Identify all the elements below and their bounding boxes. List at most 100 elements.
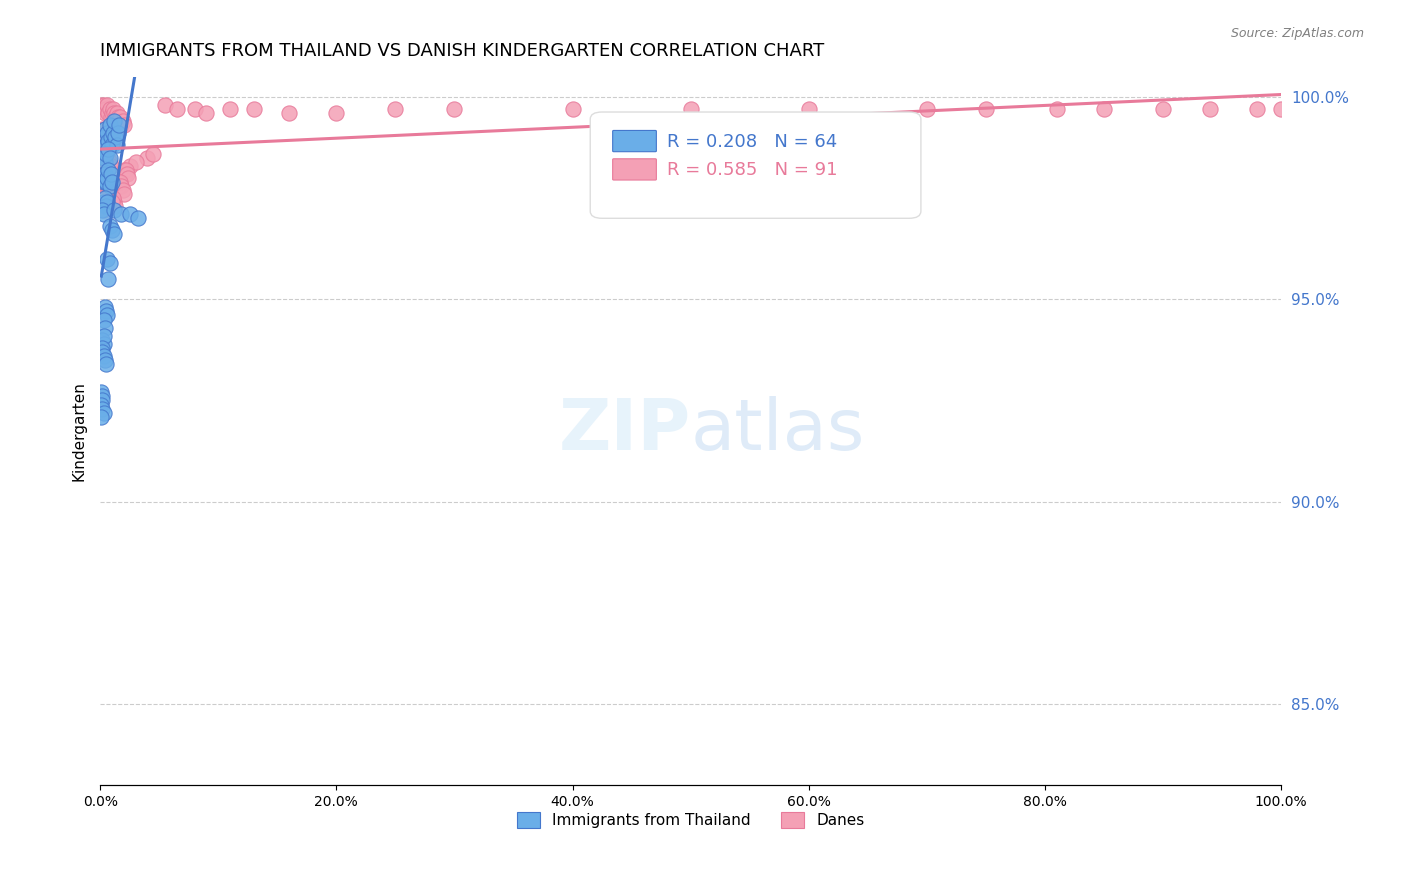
Point (94, 122, 117, 136)
Point (91, 170, 114, 185)
Text: ZIP: ZIP (558, 396, 690, 466)
Point (97, 162, 120, 177)
Point (94, 146, 117, 161)
Point (93, 336, 115, 351)
Point (90, 143, 112, 157)
Point (110, 207, 132, 221)
FancyBboxPatch shape (613, 130, 657, 152)
Point (98, 134, 121, 148)
Point (90, 409, 112, 424)
Y-axis label: Kindergarten: Kindergarten (72, 381, 86, 481)
Point (100, 167, 122, 181)
Text: IMMIGRANTS FROM THAILAND VS DANISH KINDERGARTEN CORRELATION CHART: IMMIGRANTS FROM THAILAND VS DANISH KINDE… (100, 42, 824, 60)
Point (90, 98, 112, 112)
Point (94, 199, 117, 213)
Point (1092, 102, 1115, 116)
Point (107, 175, 129, 189)
Point (91, 167, 114, 181)
Point (93, 130, 115, 145)
Point (101, 195, 124, 210)
Point (94, 106, 117, 120)
Point (107, 110, 129, 124)
Point (101, 175, 124, 189)
Point (91, 203, 114, 218)
Point (94, 199, 117, 213)
Point (101, 134, 124, 148)
Point (100, 130, 122, 145)
Point (97, 106, 120, 120)
Point (101, 126, 124, 140)
FancyBboxPatch shape (591, 112, 921, 219)
Point (97, 151, 120, 165)
Point (103, 114, 125, 128)
Point (96, 154, 118, 169)
Point (278, 106, 301, 120)
Point (100, 110, 122, 124)
Point (104, 199, 127, 213)
Point (96, 178, 118, 193)
Point (153, 98, 176, 112)
Text: R = 0.208   N = 64: R = 0.208 N = 64 (666, 133, 837, 151)
Point (94, 167, 117, 181)
Point (183, 102, 205, 116)
Point (117, 167, 139, 181)
Point (98, 219, 121, 234)
Point (94, 301, 117, 315)
Point (93, 312, 115, 326)
Point (97, 183, 120, 197)
Point (97, 272, 120, 286)
Point (242, 102, 264, 116)
Point (96, 126, 118, 140)
Point (98, 118, 121, 132)
Point (103, 227, 125, 242)
Point (94, 170, 117, 185)
Point (94, 151, 117, 165)
Point (101, 223, 124, 237)
Point (104, 110, 127, 124)
Point (679, 102, 702, 116)
FancyBboxPatch shape (613, 159, 657, 180)
Point (90, 162, 112, 177)
Point (91, 102, 114, 116)
Point (110, 178, 132, 193)
Point (101, 191, 124, 205)
Point (384, 102, 406, 116)
Text: Source: ZipAtlas.com: Source: ZipAtlas.com (1230, 27, 1364, 40)
Point (91, 393, 114, 408)
Point (325, 106, 347, 120)
Point (94, 154, 117, 169)
Point (100, 159, 122, 173)
Point (101, 138, 124, 153)
Point (98, 178, 121, 193)
Point (91, 333, 114, 347)
Point (195, 106, 218, 120)
Point (90, 385, 112, 400)
Point (561, 102, 583, 116)
Point (91, 122, 114, 136)
Point (90, 398, 112, 412)
Point (104, 130, 127, 145)
Point (91, 146, 114, 161)
Point (105, 106, 128, 120)
Point (94, 138, 117, 153)
Point (117, 170, 139, 185)
Point (443, 102, 465, 116)
Point (98, 154, 121, 169)
Point (91, 191, 114, 205)
Point (915, 102, 938, 116)
Point (111, 114, 134, 128)
Point (94, 102, 117, 116)
Point (91, 345, 114, 359)
Point (97, 130, 120, 145)
Point (93, 328, 115, 343)
Point (93, 207, 115, 221)
Point (1270, 102, 1292, 116)
Point (118, 207, 141, 221)
Point (142, 146, 165, 161)
Text: atlas: atlas (690, 396, 865, 466)
Point (93, 151, 115, 165)
Point (93, 143, 115, 157)
Point (91, 401, 114, 416)
Point (96, 126, 118, 140)
Point (166, 102, 188, 116)
